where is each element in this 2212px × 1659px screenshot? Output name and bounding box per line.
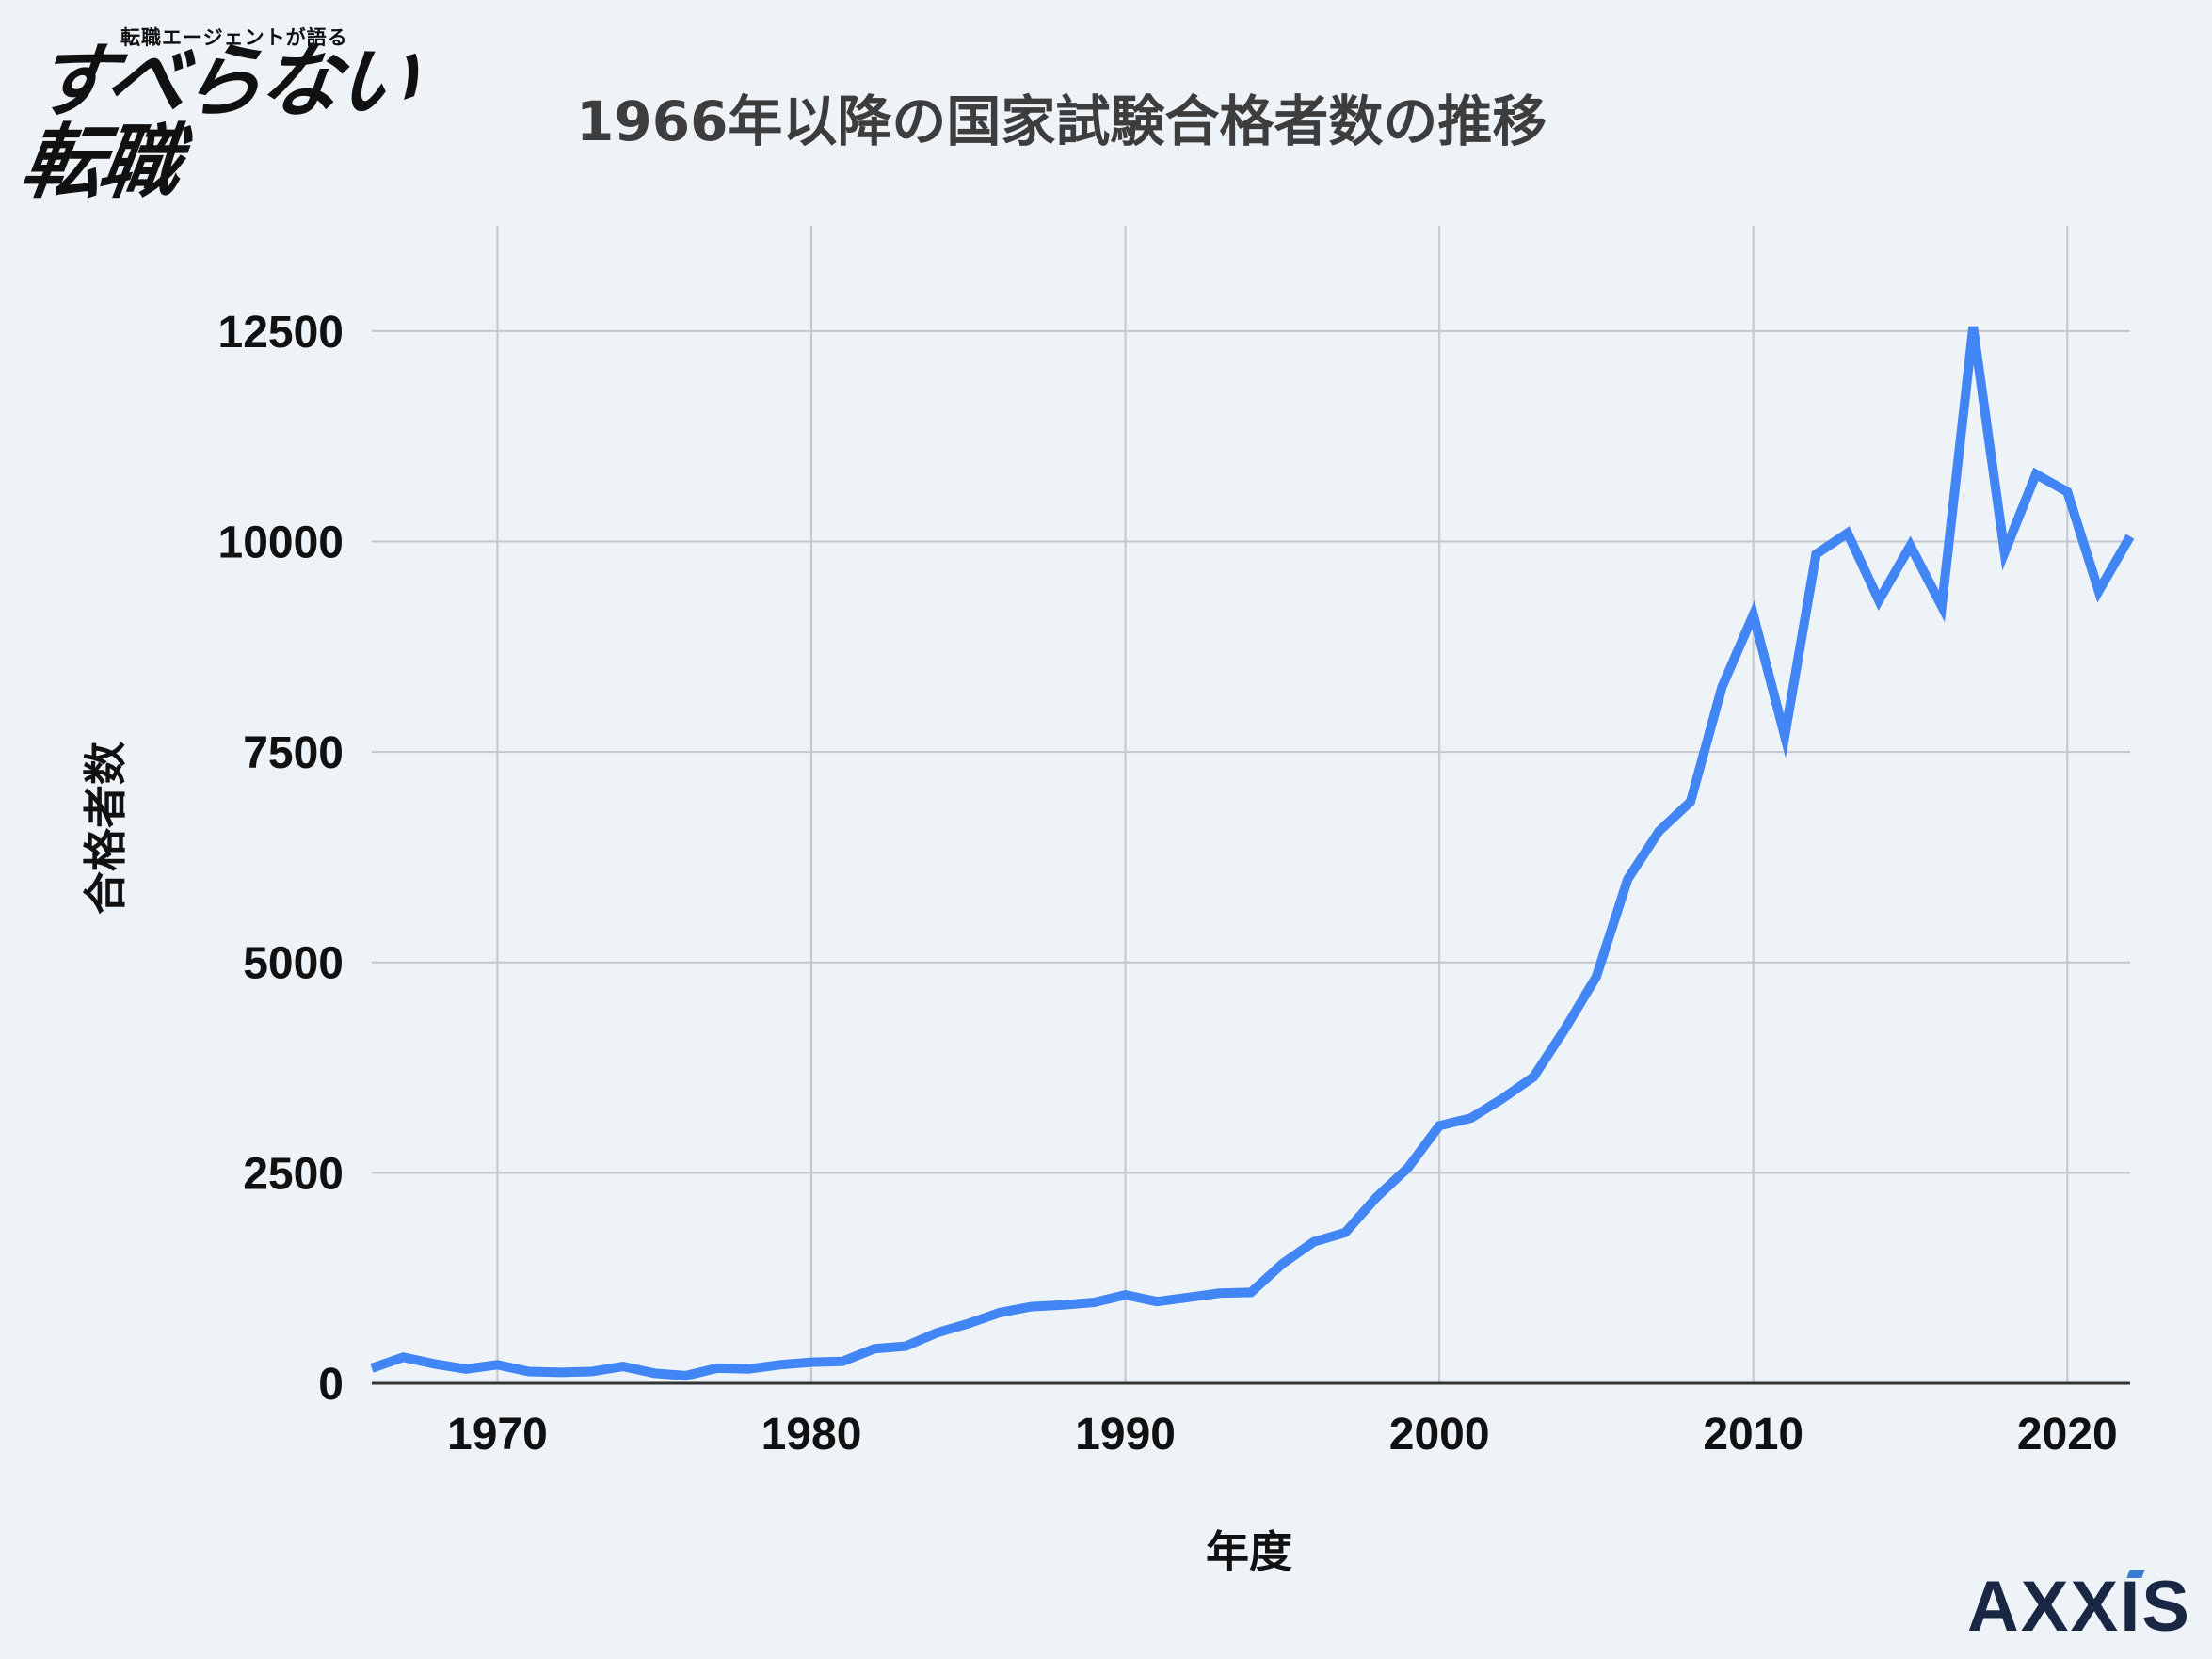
series-line <box>370 326 2135 1380</box>
x-tick-label: 2010 <box>1703 1410 1803 1460</box>
logo-main-text: すべらない転職 <box>15 34 422 210</box>
y-tick-label: 0 <box>318 1360 344 1410</box>
x-gridlines <box>496 226 2069 1383</box>
y-tick-label: 5000 <box>243 939 344 989</box>
y-gridlines <box>372 329 2130 1174</box>
y-axis-label: 合格者数 <box>80 742 131 915</box>
brand-logo: AXXIS <box>1966 1567 2191 1647</box>
x-tick-label: 2000 <box>1389 1410 1490 1460</box>
y-tick-label: 10000 <box>218 518 344 567</box>
chart-title: 1966年以降の国家試験合格者数の推移 <box>576 89 1547 153</box>
x-tick-label: 1990 <box>1075 1410 1176 1460</box>
y-tick-labels: 0 2500 5000 7500 10000 12500 <box>218 308 344 1410</box>
x-axis-label: 年度 <box>1206 1526 1292 1577</box>
x-tick-label: 1970 <box>447 1410 548 1460</box>
logo: 転職エージェントが語る すべらない転職 <box>16 13 480 210</box>
logo-subtitle: 転職エージェントが語る <box>120 26 348 49</box>
y-tick-label: 7500 <box>243 728 344 778</box>
y-tick-label: 12500 <box>218 308 344 358</box>
x-tick-labels: 1970 1980 1990 2000 2010 2020 <box>447 1410 2118 1460</box>
y-tick-label: 2500 <box>243 1149 344 1199</box>
x-tick-label: 1980 <box>761 1410 862 1460</box>
x-tick-label: 2020 <box>2017 1410 2118 1460</box>
